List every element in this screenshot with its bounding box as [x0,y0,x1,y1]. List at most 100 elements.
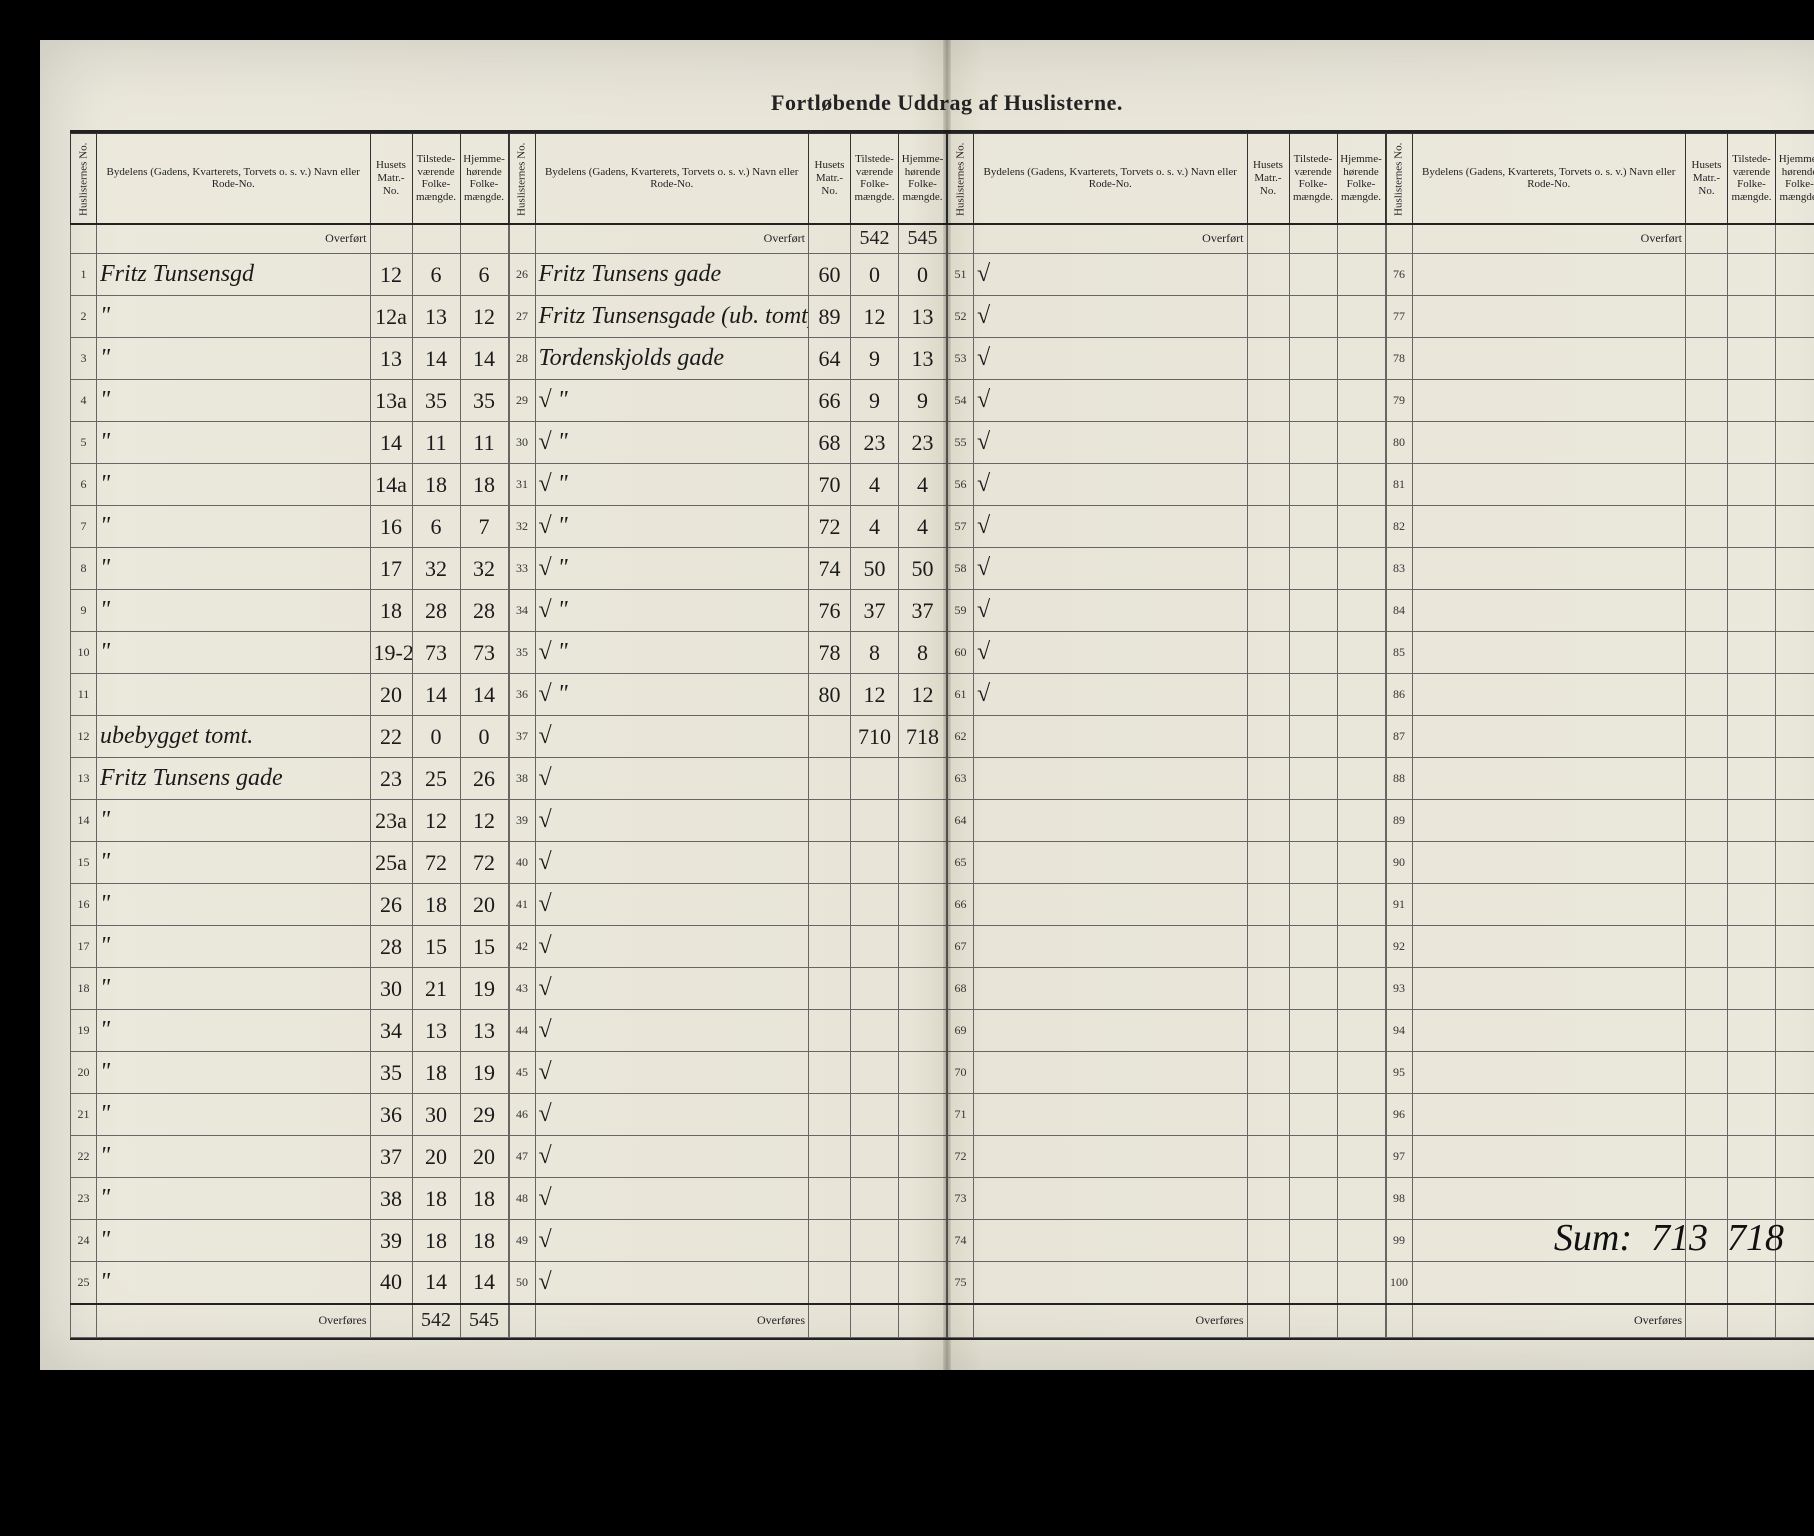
col-header-tilstede: Tilstede-værende Folke-mængde. [851,134,899,224]
table-row: 75 [948,1262,1386,1304]
cell-matr [809,842,851,884]
cell-hjemme [899,884,947,926]
row-number: 41 [509,884,535,926]
row-number: 32 [509,506,535,548]
col-header-number: Huslisternes No. [948,134,974,224]
cell-tilstede [1728,380,1776,422]
cell-hjemme: 4 [899,506,947,548]
cell-hjemme [1776,464,1814,506]
table-row: 100 [1386,1262,1814,1304]
cell-matr [809,1220,851,1262]
table-row: 50√ [509,1262,947,1304]
cell-matr: 66 [809,380,851,422]
cell-matr [809,1178,851,1220]
cell-bydel: √ [974,464,1248,506]
cell-tilstede [851,1052,899,1094]
overfort-row: Overført542545 [509,224,947,254]
cell-bydel [1412,338,1686,380]
cell-bydel: √ [974,632,1248,674]
cell-tilstede [1728,506,1776,548]
row-number: 82 [1386,506,1412,548]
cell-tilstede: 11 [412,422,460,464]
cell-bydel: √ [974,254,1248,296]
cell-matr [1247,884,1289,926]
cell-tilstede [1728,1178,1776,1220]
overfort-row: Overført [71,224,509,254]
cell-tilstede [1728,842,1776,884]
cell-bydel [974,1010,1248,1052]
table-row: 54√ [948,380,1386,422]
cell-matr [1686,926,1728,968]
row-number: 62 [948,716,974,758]
cell-tilstede [1728,926,1776,968]
cell-matr: 74 [809,548,851,590]
cell-bydel: √ [535,1136,809,1178]
cell-tilstede [1289,842,1337,884]
cell-tilstede: 25 [412,758,460,800]
row-number: 42 [509,926,535,968]
row-number: 95 [1386,1052,1412,1094]
cell-hjemme [1776,926,1814,968]
row-number: 3 [71,338,97,380]
cell-hjemme [1337,1262,1385,1304]
cell-tilstede [1728,968,1776,1010]
row-number: 33 [509,548,535,590]
table-row: 61√ [948,674,1386,716]
row-number: 52 [948,296,974,338]
cell-hjemme: 18 [460,1220,508,1262]
cell-bydel: Fritz Tunsensgd [97,254,371,296]
cell-matr [1686,800,1728,842]
row-number: 53 [948,338,974,380]
cell-matr: 78 [809,632,851,674]
row-number: 5 [71,422,97,464]
overfores-row: Overføres [948,1304,1386,1338]
table-row: 7"1667 [71,506,509,548]
cell-hjemme [1776,842,1814,884]
table-row: 98 [1386,1178,1814,1220]
cell-bydel [1412,1178,1686,1220]
table-row: 18"302119 [71,968,509,1010]
cell-hjemme [1776,632,1814,674]
cell-tilstede [1728,1052,1776,1094]
overfores-h [1776,1304,1814,1338]
table-row: 53√ [948,338,1386,380]
cell-tilstede: 18 [412,1052,460,1094]
table-row: 58√ [948,548,1386,590]
table-row: 85 [1386,632,1814,674]
cell-tilstede: 14 [412,1262,460,1304]
cell-bydel: √ [535,1262,809,1304]
overfores-t: 542 [412,1304,460,1338]
cell-tilstede [1728,464,1776,506]
table-row: 92 [1386,926,1814,968]
table-row: 32√ "7244 [509,506,947,548]
cell-hjemme [1337,1052,1385,1094]
cell-bydel [97,674,371,716]
row-number: 20 [71,1052,97,1094]
cell-tilstede [1289,968,1337,1010]
row-number: 45 [509,1052,535,1094]
cell-hjemme: 12 [899,674,947,716]
row-number: 47 [509,1136,535,1178]
cell-bydel: " [97,884,371,926]
cell-matr [1686,632,1728,674]
cell-hjemme: 72 [460,842,508,884]
cell-tilstede [1289,296,1337,338]
cell-hjemme [1337,380,1385,422]
cell-bydel [1412,968,1686,1010]
cell-matr [1247,548,1289,590]
cell-bydel [974,800,1248,842]
table-row: 35√ "7888 [509,632,947,674]
cell-bydel [974,1178,1248,1220]
row-number: 28 [509,338,535,380]
overfort-label: Overført [1412,224,1686,254]
cell-matr: 68 [809,422,851,464]
cell-hjemme: 50 [899,548,947,590]
table-row: 36√ "801212 [509,674,947,716]
table-row: 46√ [509,1094,947,1136]
row-number: 16 [71,884,97,926]
cell-matr: 14a [370,464,412,506]
overfort-h [1337,224,1385,254]
cell-hjemme [1337,1220,1385,1262]
overfores-row: Overføres [509,1304,947,1338]
cell-bydel: " [97,968,371,1010]
